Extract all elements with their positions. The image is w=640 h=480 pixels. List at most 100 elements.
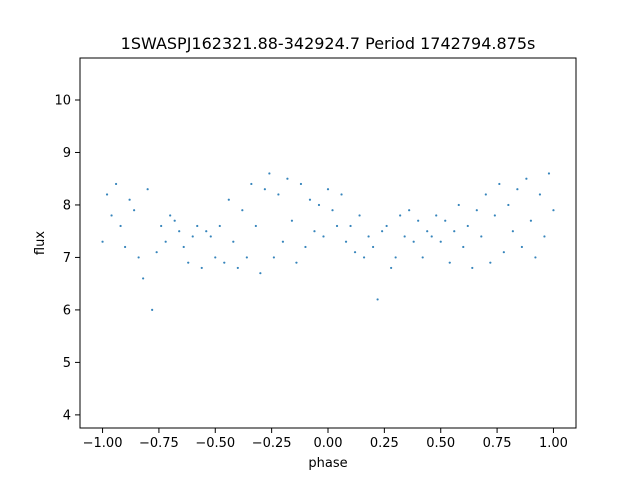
data-point xyxy=(480,235,483,238)
data-point xyxy=(534,256,537,259)
x-tick-label: 0.50 xyxy=(426,436,455,451)
data-point xyxy=(151,308,154,312)
data-point xyxy=(160,224,163,228)
x-tick-label: 0.75 xyxy=(483,436,512,451)
y-tick-label: 6 xyxy=(63,303,71,318)
data-point xyxy=(263,188,266,191)
data-point xyxy=(304,245,307,249)
y-tick-label: 9 xyxy=(63,146,71,161)
data-point xyxy=(493,214,496,217)
data-point xyxy=(164,240,167,243)
data-point xyxy=(344,240,348,243)
data-point xyxy=(290,219,294,222)
x-tick-label: 0.25 xyxy=(370,436,399,451)
y-tick-label: 5 xyxy=(63,356,71,371)
data-point xyxy=(259,272,262,275)
data-point xyxy=(133,209,136,212)
data-point xyxy=(353,251,357,254)
data-point xyxy=(254,224,257,228)
y-axis-label: flux xyxy=(33,231,48,255)
data-point xyxy=(385,224,388,228)
y-tick-label: 4 xyxy=(63,408,71,423)
data-point xyxy=(295,261,298,264)
x-tick-label: 0.00 xyxy=(314,436,343,451)
data-point xyxy=(128,198,131,201)
data-point xyxy=(218,224,221,228)
data-point xyxy=(403,235,406,238)
data-point xyxy=(448,261,451,264)
y-tick-label: 10 xyxy=(54,93,71,108)
x-tick-label: −1.00 xyxy=(83,436,123,451)
data-point xyxy=(412,240,415,243)
data-point xyxy=(489,261,492,264)
data-point xyxy=(286,177,289,180)
data-point xyxy=(214,256,217,259)
data-point xyxy=(335,224,339,228)
data-point xyxy=(444,219,447,222)
data-point xyxy=(227,198,230,201)
data-point xyxy=(466,224,469,228)
data-point xyxy=(142,277,145,280)
data-point xyxy=(123,245,127,249)
data-point xyxy=(426,230,429,233)
x-axis: −1.00 −0.75 −0.50 −0.25 0.00 0.25 0.50 0.75 1.00 xyxy=(83,428,568,451)
data-point xyxy=(105,193,109,196)
data-point xyxy=(367,235,370,238)
data-point xyxy=(340,193,343,196)
data-point xyxy=(101,240,104,243)
data-point xyxy=(552,209,555,212)
data-point xyxy=(371,245,375,249)
data-point xyxy=(498,182,501,186)
data-points xyxy=(101,172,555,312)
data-point xyxy=(245,256,248,259)
data-point xyxy=(520,245,523,249)
data-point xyxy=(281,240,285,243)
data-point xyxy=(272,256,275,259)
data-point xyxy=(196,224,199,228)
data-point xyxy=(187,261,190,264)
data-point xyxy=(362,256,366,259)
y-axis: 4 5 6 7 8 9 10 xyxy=(54,93,80,423)
data-point xyxy=(331,209,334,212)
data-point xyxy=(525,177,528,180)
x-tick-label: −0.50 xyxy=(195,436,235,451)
data-point xyxy=(394,256,397,259)
y-tick-label: 8 xyxy=(63,198,71,213)
data-point xyxy=(268,172,271,175)
data-point xyxy=(408,209,411,212)
data-point xyxy=(421,256,424,259)
data-point xyxy=(299,182,303,186)
data-point xyxy=(457,203,460,207)
data-point xyxy=(146,188,149,191)
data-point xyxy=(205,230,208,233)
x-tick-label: 1.00 xyxy=(539,436,568,451)
x-tick-label: −0.25 xyxy=(252,436,292,451)
data-point xyxy=(236,266,239,270)
data-point xyxy=(178,230,181,233)
data-point xyxy=(471,266,474,270)
data-point xyxy=(114,182,118,186)
data-point xyxy=(223,261,226,264)
data-point xyxy=(119,224,122,228)
data-point xyxy=(502,251,505,254)
data-point xyxy=(349,224,352,228)
x-axis-label: phase xyxy=(308,456,347,471)
data-point xyxy=(277,193,280,196)
data-point xyxy=(169,214,172,217)
data-point xyxy=(511,230,514,233)
data-point xyxy=(430,235,433,238)
data-point xyxy=(475,209,478,212)
data-point xyxy=(547,172,551,175)
data-point xyxy=(543,235,546,238)
data-point xyxy=(435,214,438,217)
data-point xyxy=(137,256,140,259)
x-tick-label: −0.75 xyxy=(139,436,179,451)
data-point xyxy=(439,240,442,243)
data-point xyxy=(322,235,325,238)
data-point xyxy=(462,245,465,249)
data-point xyxy=(182,245,185,249)
data-point xyxy=(232,240,235,243)
data-point xyxy=(326,188,330,191)
data-point xyxy=(484,193,487,196)
